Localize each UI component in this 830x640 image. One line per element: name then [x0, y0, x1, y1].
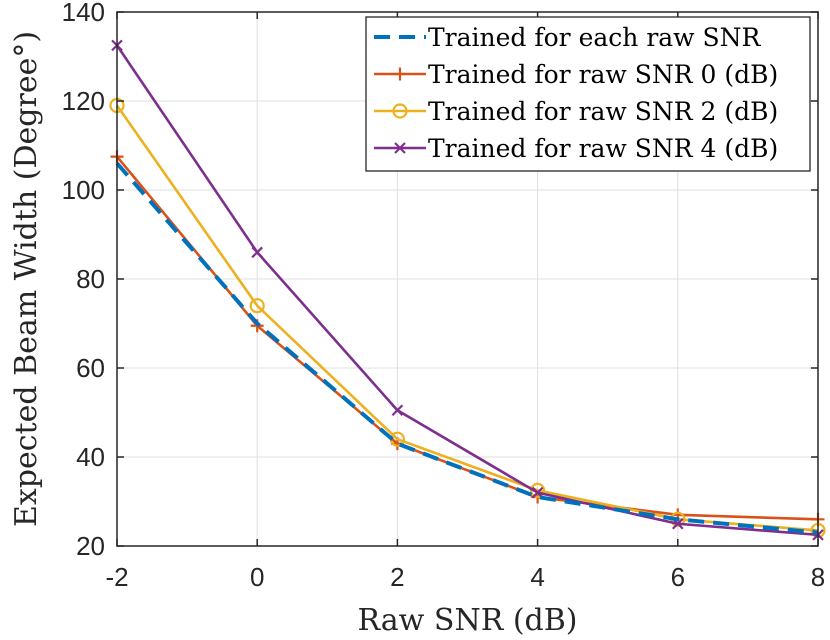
- plus-marker: [393, 67, 407, 81]
- circle-marker: [392, 103, 408, 119]
- x-tick-label: -2: [105, 562, 128, 592]
- x-tick-label: 0: [250, 562, 264, 592]
- y-tick-label: 20: [76, 531, 105, 561]
- y-axis-label: Expected Beam Width (Degree°): [9, 31, 44, 527]
- x-axis-label: Raw SNR (dB): [358, 603, 578, 638]
- x-tick-label: 2: [390, 562, 404, 592]
- y-tick-label: 100: [62, 175, 105, 205]
- series-line: [115, 161, 819, 535]
- series-0: [115, 161, 819, 535]
- legend-label: Trained for raw SNR 2 (dB): [428, 97, 778, 126]
- legend: Trained for each raw SNR Trained for raw …: [365, 16, 811, 172]
- cross-marker: [391, 404, 404, 417]
- series-1: [110, 150, 825, 526]
- circle-marker: [249, 298, 265, 314]
- series-group: [109, 39, 826, 541]
- series-line: [115, 44, 819, 537]
- legend-label: Trained for each raw SNR: [428, 23, 762, 52]
- cross-marker: [394, 142, 406, 154]
- y-tick-label: 80: [76, 264, 105, 294]
- y-tick-label: 60: [76, 353, 105, 383]
- legend-box: [365, 16, 811, 172]
- x-tick-label: 8: [811, 562, 825, 592]
- y-tick-label: 40: [76, 442, 105, 472]
- x-tick-label: 6: [671, 562, 685, 592]
- series-3: [111, 39, 824, 541]
- cross-marker: [251, 246, 263, 259]
- y-tick-label: 120: [62, 86, 105, 116]
- tick-labels: -2 0 2 4 6 8 20 40 60 80 100 120 140: [62, 0, 826, 592]
- y-tick-label: 140: [62, 0, 105, 27]
- x-tick-label: 4: [530, 562, 544, 592]
- tick-marks: [116, 11, 819, 547]
- legend-label: Trained for raw SNR 0 (dB): [428, 60, 778, 89]
- legend-label: Trained for raw SNR 4 (dB): [428, 134, 778, 163]
- circle-marker: [529, 482, 546, 498]
